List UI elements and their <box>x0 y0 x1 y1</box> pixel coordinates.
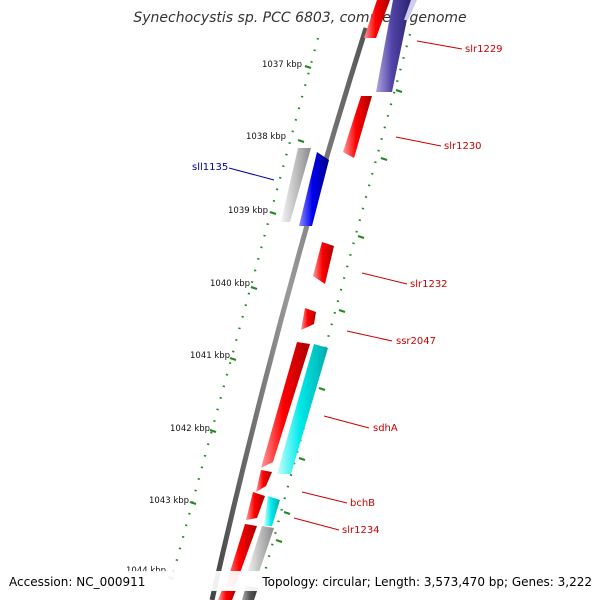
leader-slr1234 <box>293 517 340 531</box>
footer-band <box>0 571 600 591</box>
leader-slr1232 <box>361 272 408 285</box>
gene-sll1135 <box>299 152 329 226</box>
gene-slr1234-red <box>246 492 265 520</box>
tick-label-1039: 1039 kbp <box>228 206 268 216</box>
label-bchB: bchB <box>350 498 375 509</box>
genome-summary-text: Topology: circular; Length: 3,573,470 bp… <box>261 575 592 589</box>
genome-backbone <box>209 27 369 600</box>
map-title: Synechocystis sp. PCC 6803, complete gen… <box>133 10 466 26</box>
gene-slr1229 <box>364 0 390 38</box>
blast-hit-pale <box>404 0 417 20</box>
gene-slr1232 <box>313 242 334 284</box>
gc-content-ring-inner <box>170 37 320 579</box>
label-slr1230: slr1230 <box>444 141 482 152</box>
leader-sdhA <box>323 415 370 429</box>
blast-hit-cyan-bchB <box>264 496 280 526</box>
gene-ssr2047 <box>301 308 316 330</box>
tick-label-1041: 1041 kbp <box>190 351 230 361</box>
label-ssr2047: ssr2047 <box>396 336 436 347</box>
feature-grey-lower <box>246 526 274 576</box>
label-slr1234: slr1234 <box>342 525 380 536</box>
leader-slr1230 <box>395 136 442 147</box>
leader-bchB <box>301 491 348 504</box>
gene-sdhA-red <box>261 342 310 468</box>
gene-red-edge <box>218 590 236 600</box>
leader-sll1135 <box>228 167 275 181</box>
gene-slr1230 <box>343 96 372 158</box>
label-slr1232: slr1232 <box>410 279 448 290</box>
tick-label-1042: 1042 kbp <box>170 424 210 434</box>
blast-hit-purple <box>376 0 411 92</box>
gc-skew-dashes <box>167 64 403 581</box>
blast-hit-cyan-sdhA <box>277 344 328 474</box>
tick-label-1040: 1040 kbp <box>210 279 250 289</box>
label-sdhA: sdhA <box>373 423 398 434</box>
leader-slr1229 <box>416 40 463 50</box>
label-sll1135: sll1135 <box>192 162 228 173</box>
label-slr1229: slr1229 <box>465 44 503 55</box>
gene-bchB-red <box>256 470 272 492</box>
tick-label-1037: 1037 kbp <box>262 60 302 70</box>
feature-grey-inner <box>281 148 311 222</box>
tick-label-1043: 1043 kbp <box>149 496 189 506</box>
leader-ssr2047 <box>346 330 393 342</box>
tick-label-1038: 1038 kbp <box>246 132 286 142</box>
accession-text: Accession: NC_000911 <box>9 575 145 589</box>
